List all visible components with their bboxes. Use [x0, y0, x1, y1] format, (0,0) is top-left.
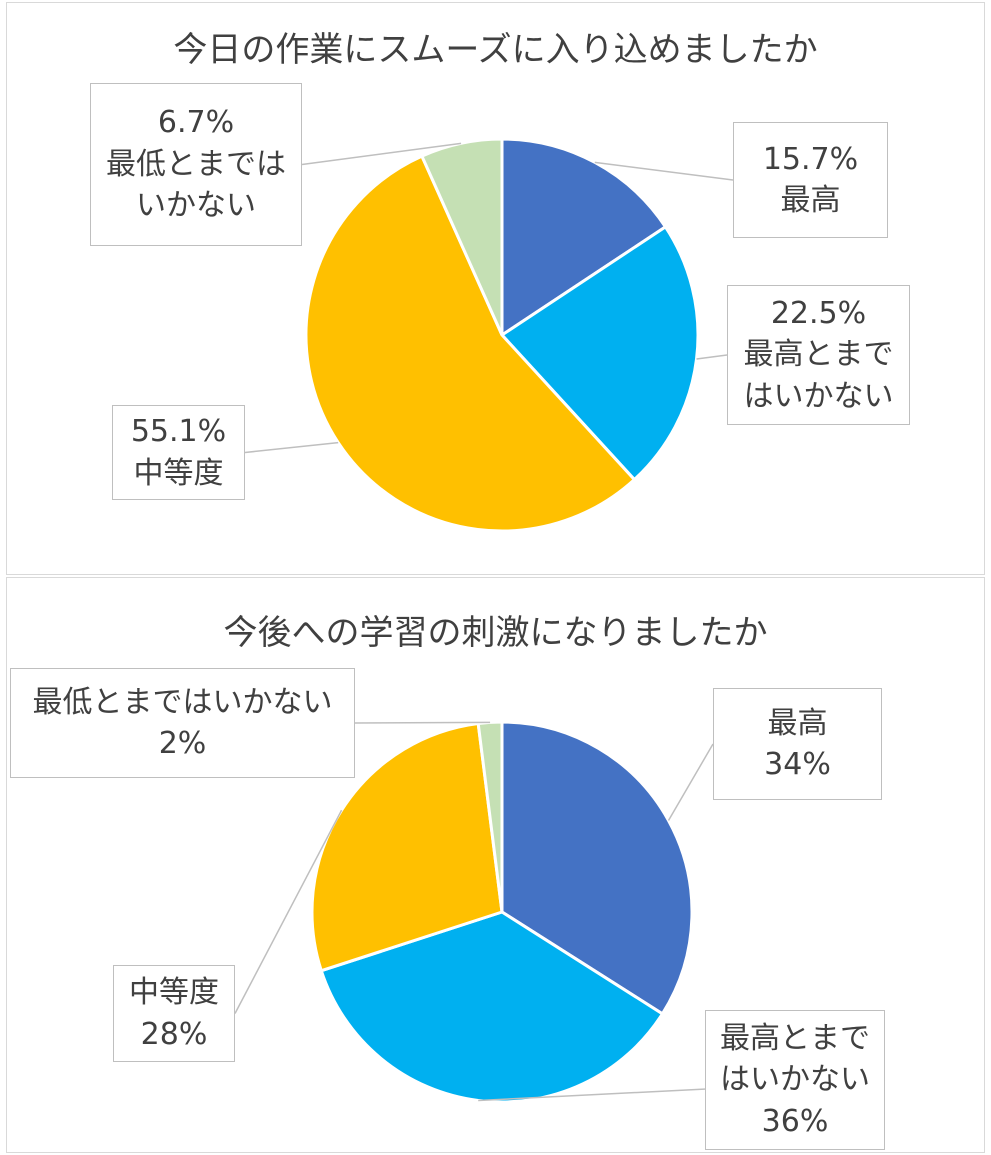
- data-value-label: 36%: [761, 1103, 829, 1139]
- pie-slice: [476, 720, 504, 913]
- category-label: 最高: [780, 183, 841, 218]
- data-value-label: 55.1%: [130, 414, 227, 450]
- category-label: 最低とまではいかない: [106, 146, 286, 224]
- category-label: 中等度: [129, 975, 219, 1011]
- pie-slice: [500, 137, 668, 338]
- data-label-box: 15.7% 最高: [733, 122, 888, 238]
- pie-slice: [319, 910, 665, 1104]
- data-value-label: 34%: [764, 747, 831, 782]
- data-value-label: 6.7%: [157, 105, 235, 141]
- leader-line: [594, 161, 734, 181]
- data-label-box: 55.1% 中等度: [112, 405, 245, 500]
- chart-title: 今日の作業にスムーズに入り込めましたか: [173, 30, 818, 70]
- leader-line: [667, 743, 714, 821]
- leader-line: [696, 354, 728, 360]
- chart-panel: [6, 2, 985, 575]
- category-label: 最低とまではいかない: [32, 684, 333, 720]
- data-label-box: 最高 34%: [713, 688, 882, 800]
- data-label-box: 6.7% 最低とまではいかない: [90, 83, 302, 246]
- data-label-box: 22.5% 最高とまではいかない: [727, 285, 910, 425]
- data-label-box: 中等度 28%: [113, 965, 235, 1062]
- pie-slice: [419, 137, 504, 336]
- leader-line: [234, 809, 343, 1014]
- data-value-label: 22.5%: [770, 295, 867, 331]
- leader-line: [244, 441, 339, 454]
- chart-panel: [6, 577, 985, 1153]
- chart-title: 今後への学習の刺激になりましたか: [223, 613, 768, 653]
- data-value-label: 28%: [140, 1016, 208, 1052]
- leader-line: [354, 721, 491, 724]
- pie-slice: [304, 154, 637, 533]
- data-label-box: 最高とまではいかない 36%: [705, 1010, 885, 1150]
- category-label: 中等度: [133, 455, 224, 491]
- pie-slice: [310, 721, 504, 973]
- category-label: 最高: [767, 705, 828, 741]
- leader-line: [301, 142, 462, 166]
- category-label: 最高とまではいかない: [743, 337, 894, 414]
- data-label-box: 最低とまではいかない 2%: [10, 668, 355, 778]
- data-value-label: 15.7%: [762, 141, 859, 177]
- data-value-label: 2%: [158, 726, 207, 761]
- category-label: 最高とまではいかない: [720, 1020, 870, 1098]
